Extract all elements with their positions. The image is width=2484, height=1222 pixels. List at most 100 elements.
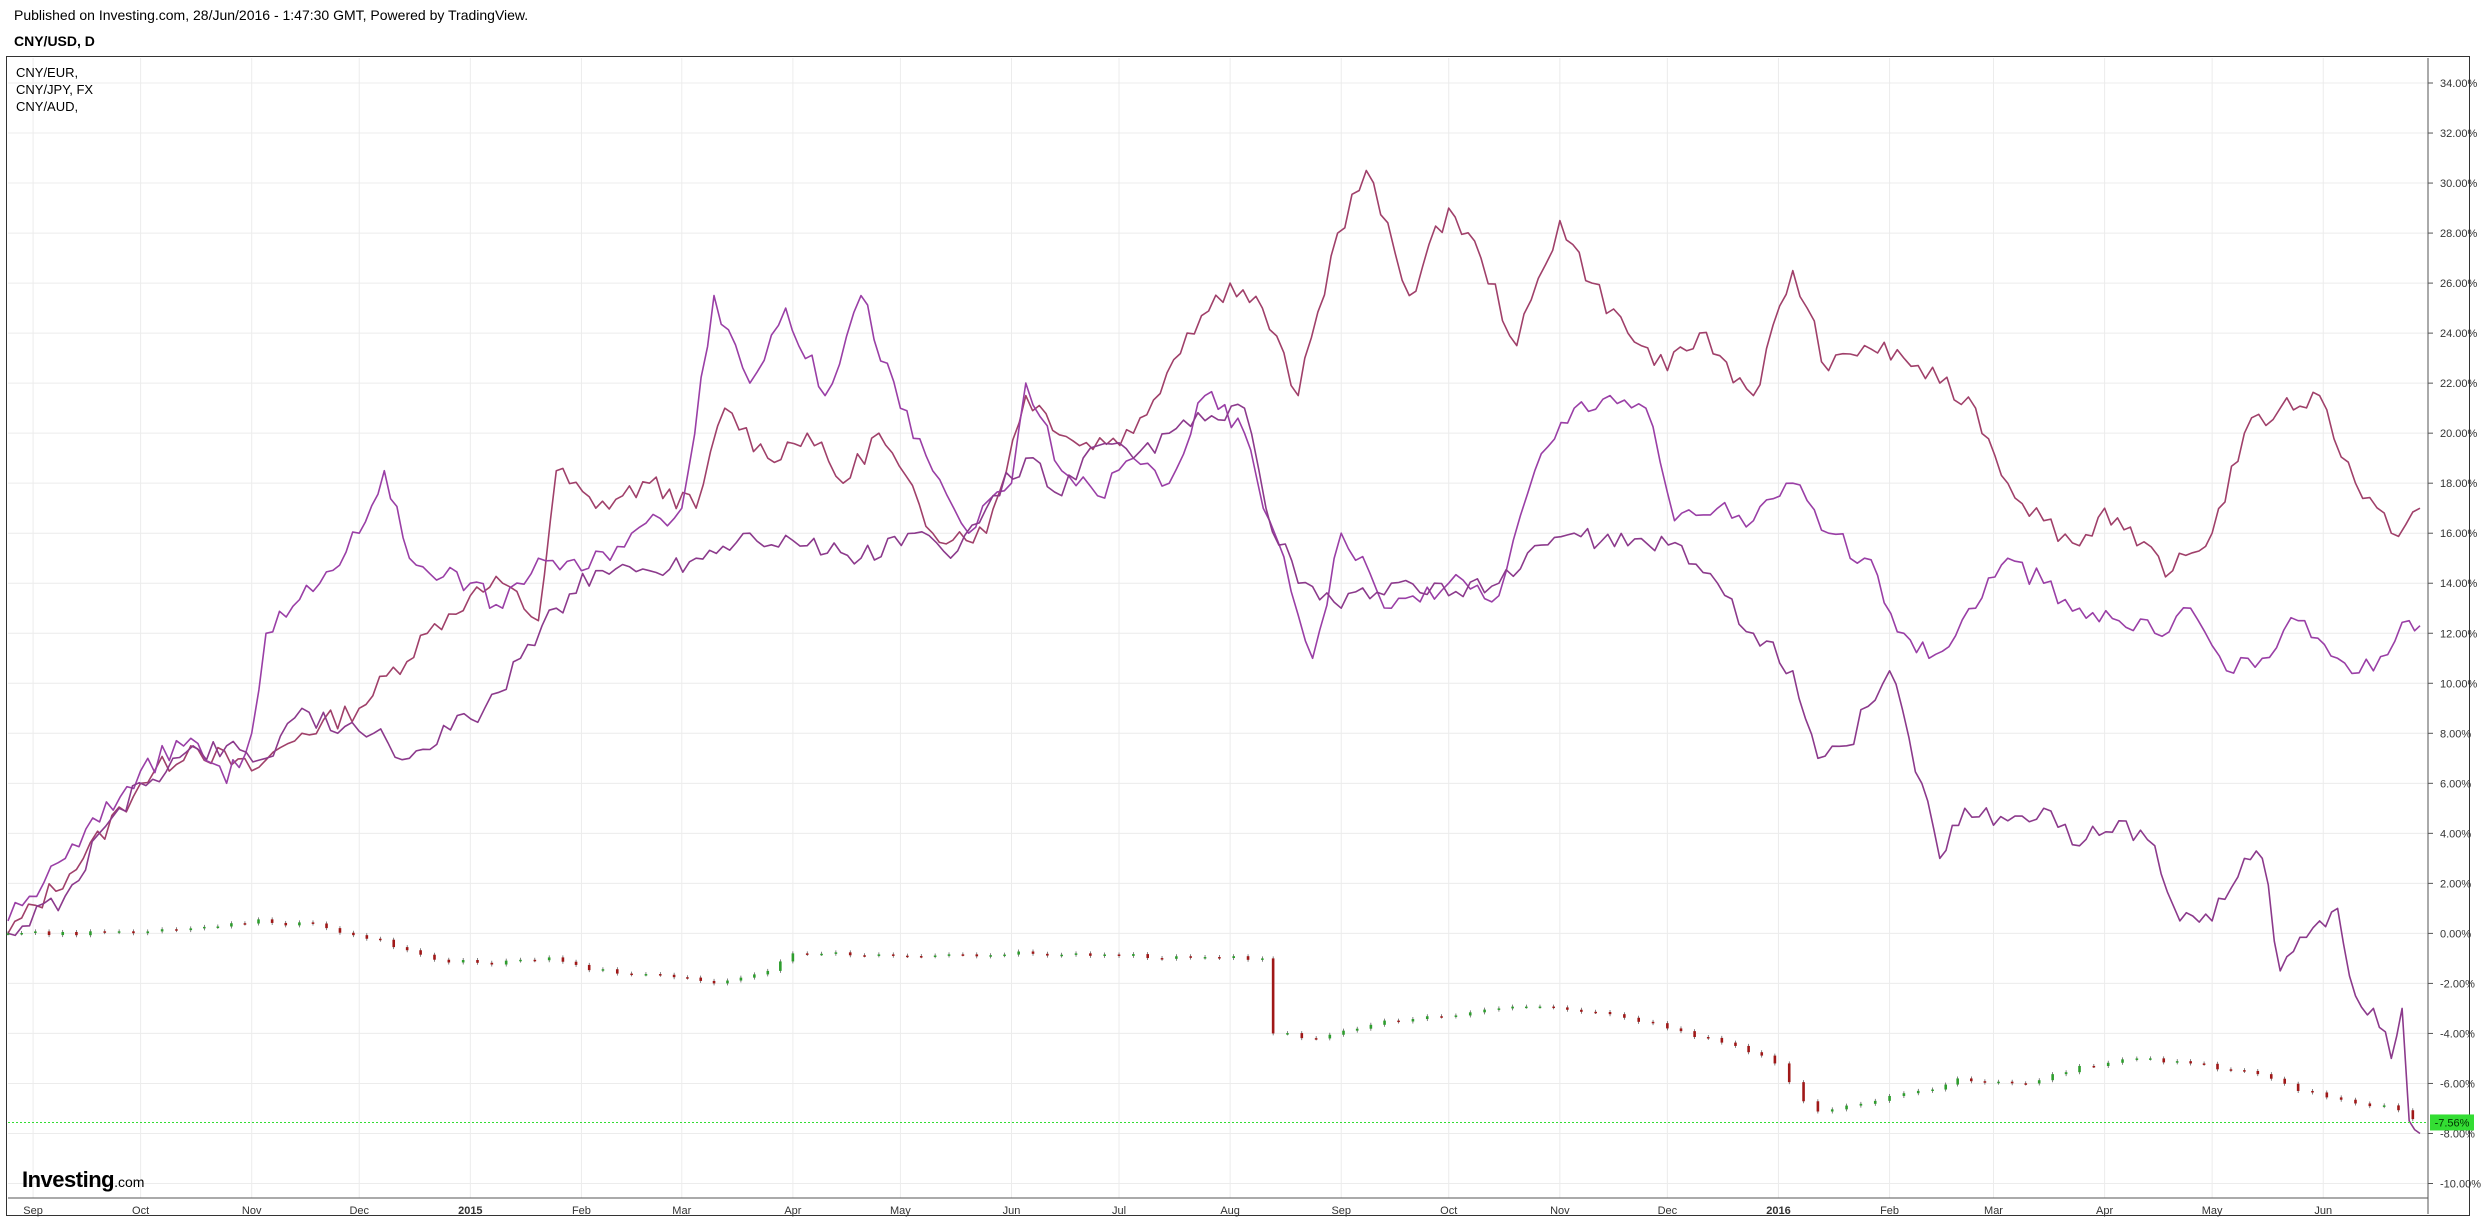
candle-body: [1271, 958, 1275, 1034]
candle-body: [2339, 1097, 2343, 1100]
candle-body: [1538, 1006, 1542, 1009]
candle-body: [1956, 1078, 1959, 1085]
y-tick-label: 34.00%: [2440, 78, 2478, 90]
candle-body: [1623, 1014, 1626, 1018]
candle-body: [519, 959, 522, 962]
candle-body: [2162, 1058, 2166, 1063]
y-tick-label: 12.00%: [2440, 628, 2478, 640]
candle-body: [989, 955, 992, 957]
candle-body: [2051, 1074, 2054, 1081]
candle-body: [2382, 1105, 2386, 1107]
candle-body: [1734, 1042, 1737, 1046]
x-tick-label: Aug: [1220, 1205, 1240, 1217]
candle-body: [1160, 958, 1164, 960]
candle-body: [476, 960, 479, 963]
candle-body: [1246, 956, 1250, 960]
candle-body: [433, 954, 436, 960]
candle-body: [805, 953, 809, 955]
candle-body: [1594, 1011, 1597, 1014]
candle-body: [1261, 958, 1264, 960]
candle-body: [2216, 1063, 2219, 1070]
x-tick-label: Dec: [349, 1205, 369, 1217]
candle-body: [243, 923, 247, 925]
candle-body: [2175, 1061, 2179, 1063]
candle-body: [1060, 954, 1063, 957]
y-tick-label: -8.00%: [2440, 1128, 2475, 1140]
candle-body: [1888, 1095, 1891, 1101]
x-tick-label: Jun: [1003, 1205, 1021, 1217]
x-tick-label: Sep: [1331, 1205, 1351, 1217]
candle-body: [947, 954, 951, 956]
candle-body: [2064, 1072, 2068, 1075]
y-tick-label: 18.00%: [2440, 478, 2478, 490]
candle-body: [919, 956, 923, 958]
brand-suffix: .com: [114, 1174, 145, 1190]
y-tick-label: 4.00%: [2440, 828, 2471, 840]
candle-body: [1706, 1037, 1710, 1039]
candle-body: [2269, 1074, 2273, 1079]
x-tick-label: 2015: [458, 1205, 482, 1217]
candle-body: [1089, 953, 1092, 956]
legend-item-eur[interactable]: CNY/EUR,: [16, 65, 79, 80]
series-line-aud: [7, 403, 2421, 1135]
last-price-label: -7.56%: [2435, 1117, 2470, 1129]
candle-body: [1944, 1084, 1948, 1090]
candle-body: [298, 922, 301, 926]
y-tick-label: -2.00%: [2440, 978, 2475, 990]
candle-body: [1969, 1078, 1973, 1082]
candle-body: [117, 931, 121, 933]
x-tick-label: Oct: [132, 1205, 149, 1217]
candle-body: [1031, 951, 1035, 954]
candle-body: [1411, 1019, 1415, 1022]
candle-body: [34, 931, 37, 934]
candle-body: [1117, 954, 1121, 956]
candle-body: [1342, 1030, 1345, 1035]
candle-body: [961, 954, 965, 956]
brand-name: Investing: [22, 1167, 115, 1192]
candle-body: [1873, 1100, 1877, 1104]
candle-body: [587, 964, 591, 971]
x-tick-label: Apr: [2096, 1205, 2113, 1217]
candle-body: [1760, 1052, 1764, 1056]
candle-body: [325, 923, 328, 929]
y-tick-label: 30.00%: [2440, 178, 2478, 190]
candle-body: [975, 954, 979, 957]
candle-body: [216, 926, 220, 929]
x-tick-label: Nov: [242, 1205, 262, 1217]
candle-body: [1314, 1038, 1318, 1040]
candle-body: [891, 954, 895, 956]
x-tick-label: Nov: [1550, 1205, 1570, 1217]
candle-body: [1816, 1101, 1820, 1112]
x-tick-label: Feb: [1880, 1205, 1899, 1217]
candle-body: [1693, 1031, 1696, 1038]
candle-body: [1845, 1105, 1848, 1110]
candle-body: [189, 928, 193, 931]
y-tick-label: 26.00%: [2440, 278, 2478, 290]
candle-body: [1189, 956, 1193, 958]
candle-body: [1983, 1081, 1987, 1083]
candle-body: [2368, 1103, 2372, 1107]
candle-body: [1232, 956, 1236, 959]
series-line-jpy: [7, 294, 2421, 922]
x-tick-label: Apr: [784, 1205, 801, 1217]
candle-body: [257, 919, 260, 924]
series-line-eur: [7, 169, 2421, 934]
candle-body: [2189, 1061, 2192, 1064]
y-axis: 34.00% 32.00% 30.00% 28.00% 26.00% 24.00% 22.0…: [2427, 58, 2481, 1214]
chart-symbol-title: CNY/USD, D: [14, 33, 95, 49]
y-tick-label: 24.00%: [2440, 328, 2478, 340]
investing-logo[interactable]: Investing.com: [22, 1167, 144, 1193]
x-tick-label: Jun: [2314, 1205, 2332, 1217]
candle-body: [2092, 1065, 2096, 1068]
legend-item-jpy[interactable]: CNY/JPY, FX: [16, 82, 94, 97]
candle-body: [1425, 1016, 1429, 1020]
grid-lines: [8, 58, 2428, 1198]
candle-body: [686, 977, 689, 979]
candle-body: [1074, 953, 1078, 955]
candle-body: [779, 961, 782, 971]
legend-item-aud[interactable]: CNY/AUD,: [16, 99, 79, 114]
x-tick-label: May: [2202, 1205, 2223, 1217]
candle-body: [392, 939, 396, 948]
candle-body: [338, 928, 342, 933]
